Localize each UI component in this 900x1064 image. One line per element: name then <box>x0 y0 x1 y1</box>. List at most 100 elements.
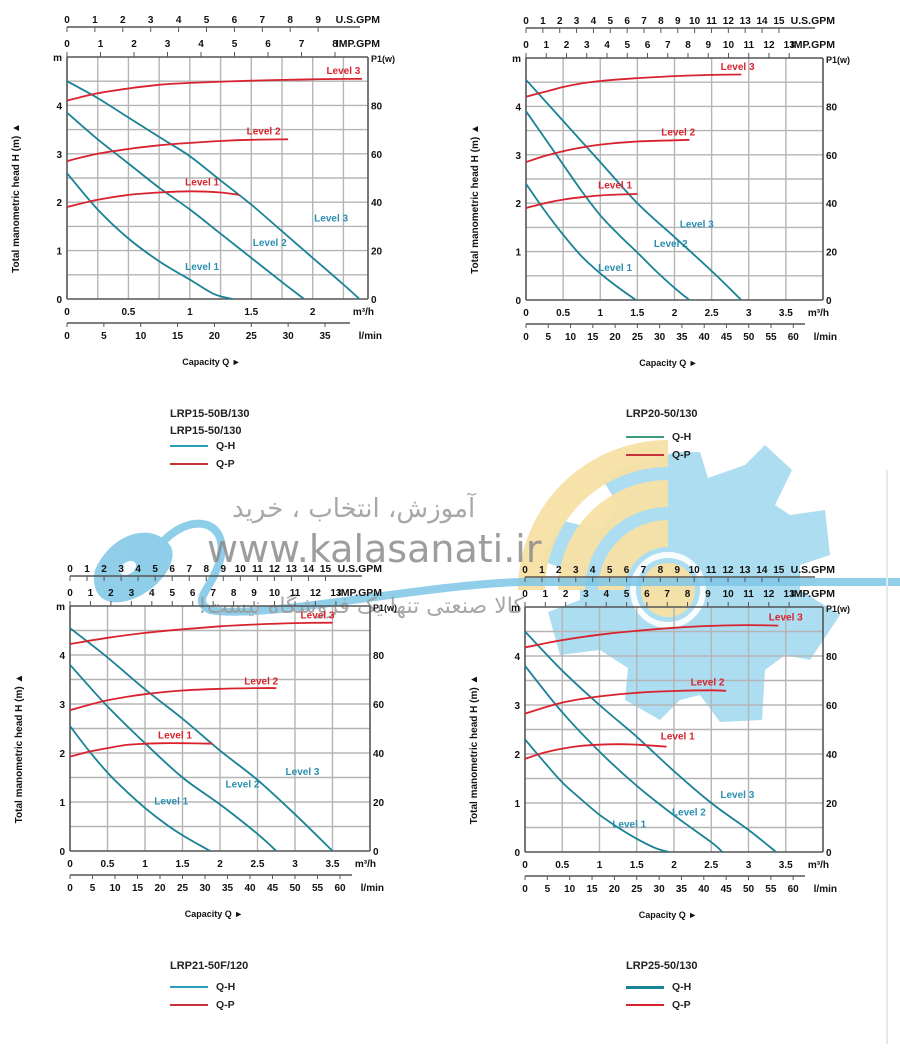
svg-text:0: 0 <box>522 589 528 600</box>
svg-text:13: 13 <box>784 40 796 51</box>
svg-text:1: 1 <box>597 860 603 871</box>
qh-curve-level-2 <box>525 110 690 301</box>
qp-curves: Level 1 Level 2 Level 3 <box>525 62 755 209</box>
imp-gpm-axis: 0 1 2 3 4 5 6 7 8 9 10 11 12 13 <box>523 40 795 58</box>
svg-text:10: 10 <box>723 40 735 51</box>
svg-text:2: 2 <box>108 588 114 599</box>
y2-axis-power: 0 20 40 60 80 P1(w) <box>826 55 850 307</box>
svg-text:Level 3: Level 3 <box>301 610 335 621</box>
svg-text:m³/h: m³/h <box>353 307 374 318</box>
qp-curves: Level 1 Level 2 Level 3 <box>524 612 803 760</box>
x-axis-lmin: 0 5 10 15 20 25 30 35 l/min <box>64 323 382 342</box>
svg-text:5: 5 <box>624 589 630 600</box>
svg-text:3: 3 <box>292 859 298 870</box>
qh-curves: Level 1 Level 2 Level 3 <box>524 630 777 853</box>
svg-text:0: 0 <box>522 860 528 871</box>
y-axis-title: Total manometric head H (m) ▲ <box>469 675 480 825</box>
svg-text:m³/h: m³/h <box>355 859 376 870</box>
svg-text:15: 15 <box>132 883 144 894</box>
svg-text:60: 60 <box>371 150 383 161</box>
svg-text:5: 5 <box>169 588 175 599</box>
axes <box>66 56 369 300</box>
qh-curve-level-3 <box>69 627 334 852</box>
grid <box>525 607 823 852</box>
svg-text:Level 2: Level 2 <box>661 127 695 138</box>
legend-label: Q-H <box>216 440 236 452</box>
svg-text:10: 10 <box>689 16 701 27</box>
qp-curve-level-2 <box>525 138 690 163</box>
svg-text:9: 9 <box>705 40 711 51</box>
svg-text:1: 1 <box>59 798 65 809</box>
qh-swatch <box>626 985 664 989</box>
svg-text:1: 1 <box>543 40 549 51</box>
imp-gpm-axis: 0 1 2 3 4 5 6 7 8 <box>64 39 338 57</box>
svg-text:80: 80 <box>371 101 383 112</box>
legend-item-qp: Q-P <box>170 455 235 473</box>
legend-label: Q-H <box>672 981 692 993</box>
svg-text:0.5: 0.5 <box>101 859 115 870</box>
svg-text:0: 0 <box>522 565 528 576</box>
x-axis-m3h: 0 0.5 1 1.5 2 2.5 3 3.5 m³/h <box>67 859 376 870</box>
svg-text:1: 1 <box>88 588 94 599</box>
svg-text:0: 0 <box>64 331 70 342</box>
legend-item-qp: Q-P <box>626 446 691 464</box>
svg-text:11: 11 <box>706 16 717 27</box>
legend-item-qp: Q-P <box>170 996 235 1014</box>
svg-text:11: 11 <box>252 564 263 575</box>
svg-text:0: 0 <box>523 308 529 319</box>
svg-text:m³/h: m³/h <box>808 308 829 319</box>
qp-curve-level-1 <box>69 742 213 758</box>
svg-text:50: 50 <box>743 884 755 895</box>
svg-text:3: 3 <box>59 700 65 711</box>
svg-text:5: 5 <box>607 565 613 576</box>
svg-text:5: 5 <box>545 884 551 895</box>
svg-text:0.5: 0.5 <box>555 860 569 871</box>
x-axis-m3h: 0 0.5 1 1.5 2 m³/h <box>64 307 374 318</box>
svg-text:2: 2 <box>514 750 520 761</box>
legend-label: Q-P <box>672 999 691 1011</box>
model-caption-3: LRP21-50F/120 <box>170 960 249 972</box>
svg-text:0.5: 0.5 <box>556 308 570 319</box>
legend-label: Q-P <box>672 449 691 461</box>
qh-curve-level-2 <box>66 112 305 300</box>
svg-text:3.5: 3.5 <box>779 308 793 319</box>
svg-text:4: 4 <box>135 564 141 575</box>
x-axis-title: Capacity Q ► <box>182 357 240 367</box>
svg-text:m: m <box>53 53 62 64</box>
svg-text:35: 35 <box>676 884 688 895</box>
svg-text:1: 1 <box>92 15 98 26</box>
svg-text:1.5: 1.5 <box>244 307 258 318</box>
svg-text:8: 8 <box>203 564 209 575</box>
legend-label: Q-H <box>672 431 692 443</box>
svg-text:1: 1 <box>539 565 545 576</box>
svg-text:25: 25 <box>177 883 189 894</box>
qh-curve-level-1 <box>525 183 637 301</box>
svg-text:3: 3 <box>118 564 124 575</box>
qp-curve-level-1 <box>524 743 667 760</box>
svg-text:4: 4 <box>603 589 609 600</box>
svg-text:m: m <box>56 602 65 613</box>
svg-text:10: 10 <box>269 588 281 599</box>
svg-text:2: 2 <box>120 15 126 26</box>
svg-text:6: 6 <box>624 565 630 576</box>
qh-curve-level-1 <box>69 725 211 852</box>
svg-text:8: 8 <box>287 15 293 26</box>
svg-text:0: 0 <box>67 564 73 575</box>
svg-text:13: 13 <box>330 588 342 599</box>
svg-text:2: 2 <box>671 860 677 871</box>
svg-text:13: 13 <box>739 565 751 576</box>
svg-text:1: 1 <box>56 247 62 258</box>
svg-text:3: 3 <box>573 565 579 576</box>
us-gpm-axis: 0 1 2 3 4 5 6 7 8 9 10 11 12 13 14 15 <box>67 564 331 581</box>
svg-text:5: 5 <box>152 564 158 575</box>
svg-text:60: 60 <box>334 883 346 894</box>
legend-chart-2: Q-H Q-P <box>626 428 691 464</box>
svg-text:0: 0 <box>64 15 70 26</box>
svg-text:15: 15 <box>773 16 785 27</box>
svg-text:40: 40 <box>373 749 385 760</box>
y-axis-title: Total manometric head H (m) ▲ <box>470 124 481 274</box>
svg-text:40: 40 <box>371 198 383 209</box>
axes <box>525 57 824 301</box>
qp-curves: Level 1 Level 2 Level 3 <box>66 66 362 208</box>
